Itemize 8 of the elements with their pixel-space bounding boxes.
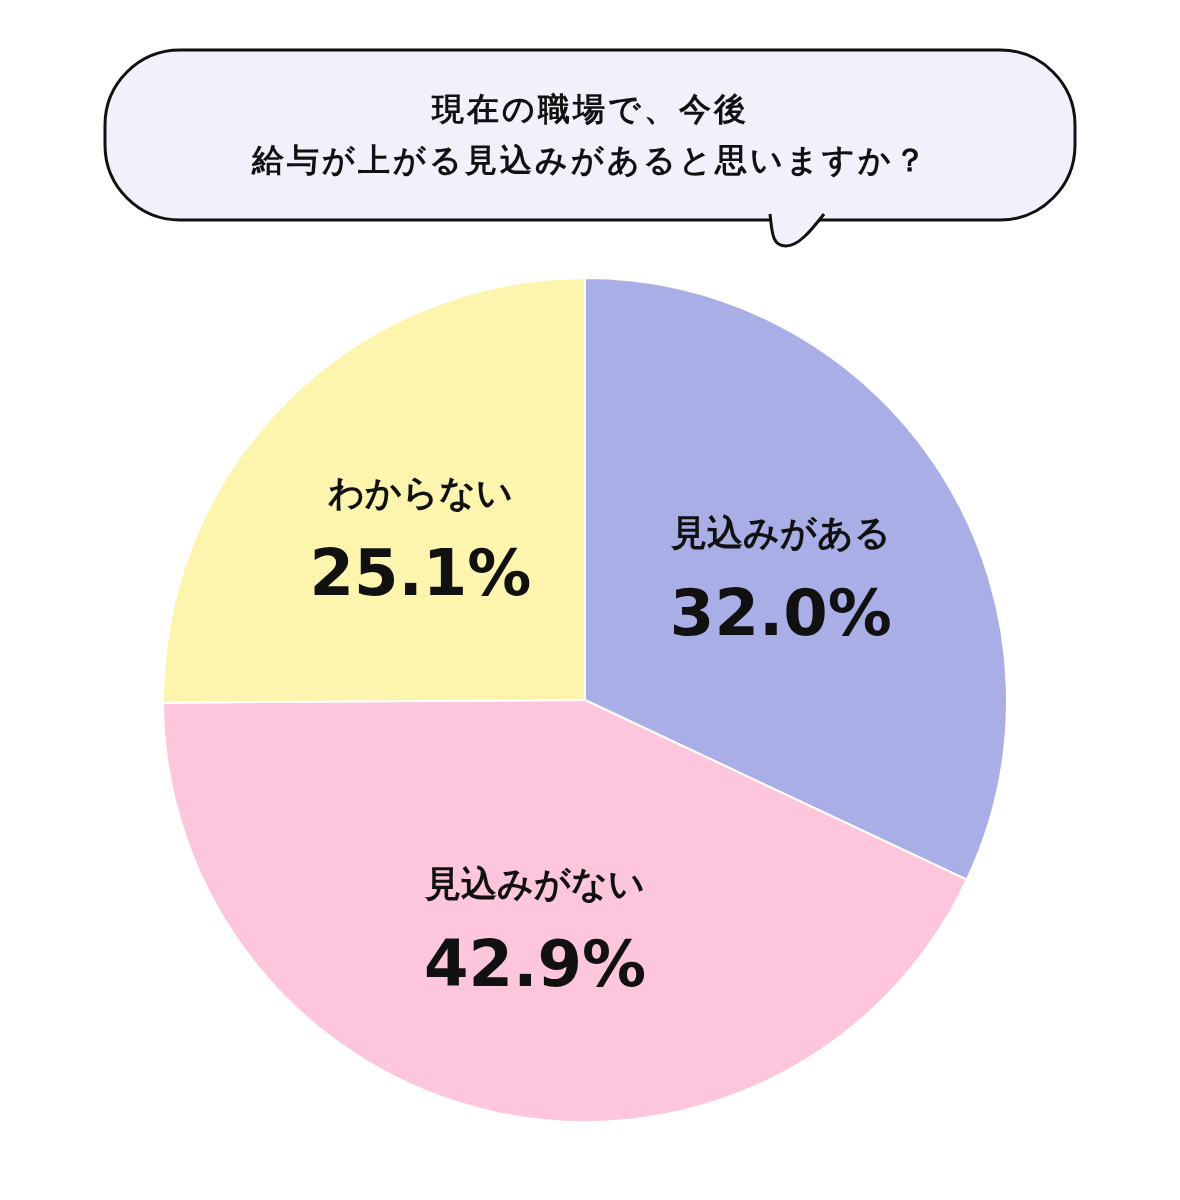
chart-subtitle: 給与が上がる見込みがあると思いますか？ <box>251 140 929 181</box>
data-label: 32.0% <box>669 575 892 650</box>
slice-label: 見込みがある <box>669 511 891 553</box>
chart-title: 現在の職場で、今後 <box>431 88 749 130</box>
slice-label: 見込みがない <box>424 862 646 904</box>
data-label: 25.1% <box>309 536 532 611</box>
data-label: 42.9% <box>424 926 647 1001</box>
slice-label: わからない <box>327 472 513 514</box>
